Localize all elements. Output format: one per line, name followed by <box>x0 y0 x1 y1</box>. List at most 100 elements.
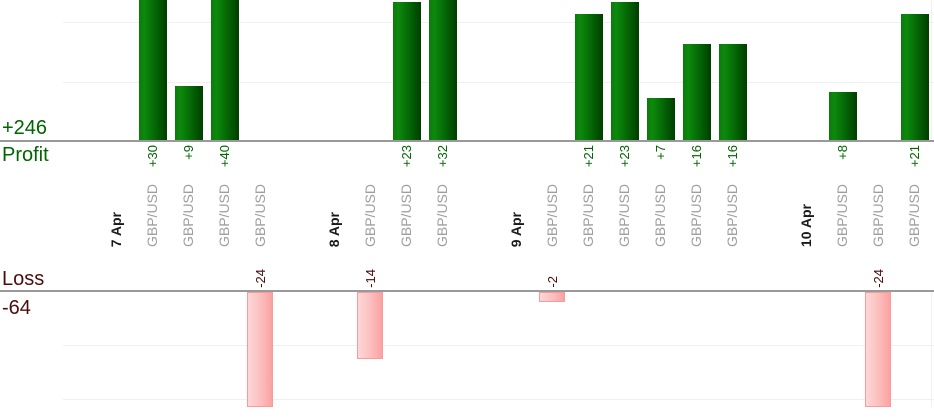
symbol-label: GBP/USD <box>834 183 851 247</box>
date-label-box: 10 Apr <box>789 184 825 247</box>
profit-bar <box>719 44 747 140</box>
profit-gridline-10 <box>63 82 934 83</box>
symbol-label: GBP/USD <box>544 183 561 247</box>
date-label: 9 Apr <box>508 211 525 247</box>
symbol-label-box: GBP/USD <box>861 184 897 247</box>
date-label-box: 8 Apr <box>317 184 353 247</box>
trade-column: +32 GBP/USD <box>425 0 461 420</box>
trade-column: -2 GBP/USD <box>535 0 571 420</box>
profit-bar <box>393 2 421 140</box>
symbol-label: GBP/USD <box>216 183 233 247</box>
date-column: 7 Apr <box>99 0 135 420</box>
profit-bar <box>901 14 929 140</box>
trade-column: -14 GBP/USD <box>353 0 389 420</box>
loss-gridline-10 <box>63 345 934 346</box>
profit-value-label: +16 <box>724 145 740 168</box>
loss-bar <box>357 292 383 359</box>
symbol-label-box: GBP/USD <box>897 184 933 247</box>
symbol-label: GBP/USD <box>398 183 415 247</box>
symbol-label-box: GBP/USD <box>425 184 461 247</box>
profit-value-label: +9 <box>180 145 196 160</box>
profit-gridline-20 <box>63 22 934 23</box>
symbol-label-box: GBP/USD <box>607 184 643 247</box>
symbol-label-box: GBP/USD <box>207 184 243 247</box>
profit-bar <box>611 2 639 140</box>
symbol-label-box: GBP/USD <box>243 184 279 247</box>
trade-column: +30 GBP/USD <box>135 0 171 420</box>
symbol-label: GBP/USD <box>252 183 269 247</box>
symbol-label: GBP/USD <box>870 183 887 247</box>
plot-right-border-top <box>931 0 932 142</box>
profit-value-label: +23 <box>616 145 632 168</box>
profit-value-label: +21 <box>906 145 922 168</box>
trade-column: +21 GBP/USD <box>571 0 607 420</box>
profit-bar <box>175 86 203 140</box>
profit-value-label: +8 <box>834 145 850 160</box>
loss-axis-line <box>0 290 934 292</box>
loss-gridline-20 <box>63 399 934 400</box>
date-column: 9 Apr <box>499 0 535 420</box>
profit-bar <box>829 92 857 140</box>
trade-column: +9 GBP/USD <box>171 0 207 420</box>
date-label: 8 Apr <box>326 211 343 247</box>
loss-bar <box>247 292 273 407</box>
date-label: 10 Apr <box>798 203 815 247</box>
plot-right-border-bottom <box>931 292 932 407</box>
symbol-label-box: GBP/USD <box>353 184 389 247</box>
profit-bar <box>429 0 457 140</box>
trade-column: +23 GBP/USD <box>607 0 643 420</box>
date-label-box: 9 Apr <box>499 184 535 247</box>
trade-column: +16 GBP/USD <box>679 0 715 420</box>
symbol-label-box: GBP/USD <box>389 184 425 247</box>
date-column: 10 Apr <box>789 0 825 420</box>
date-label: 7 Apr <box>108 211 125 247</box>
profit-total: +246 <box>2 117 48 139</box>
loss-value-label: -24 <box>252 269 268 288</box>
symbol-label-box: GBP/USD <box>679 184 715 247</box>
symbol-label: GBP/USD <box>616 183 633 247</box>
loss-value-label: -24 <box>870 269 886 288</box>
profit-bar <box>683 44 711 140</box>
trade-column: +16 GBP/USD <box>715 0 751 420</box>
loss-value-label: -14 <box>362 269 378 288</box>
trade-column: -24 GBP/USD <box>861 0 897 420</box>
symbol-label-box: GBP/USD <box>643 184 679 247</box>
profit-bar <box>211 0 239 140</box>
date-group: 9 Apr -2 GBP/USD +21 GBP/USD +23 GBP/USD +7 GBP/… <box>499 0 751 420</box>
profit-axis-line <box>0 140 934 142</box>
trade-column: +21 GBP/USD <box>897 0 933 420</box>
symbol-label-box: GBP/USD <box>171 184 207 247</box>
profit-bar <box>139 0 167 140</box>
trade-column: +8 GBP/USD <box>825 0 861 420</box>
symbol-label-box: GBP/USD <box>825 184 861 247</box>
loss-value-label: -2 <box>544 276 560 288</box>
profit-value-label: +21 <box>580 145 596 168</box>
symbol-label-box: GBP/USD <box>535 184 571 247</box>
symbol-label-box: GBP/USD <box>135 184 171 247</box>
profit-value-label: +30 <box>144 145 160 168</box>
profit-bar <box>647 98 675 140</box>
symbol-label: GBP/USD <box>180 183 197 247</box>
symbol-label: GBP/USD <box>906 183 923 247</box>
symbol-label: GBP/USD <box>362 183 379 247</box>
symbol-label: GBP/USD <box>688 183 705 247</box>
profit-value-label: +16 <box>688 145 704 168</box>
symbol-label: GBP/USD <box>434 183 451 247</box>
profit-bar <box>575 14 603 140</box>
symbol-label: GBP/USD <box>724 183 741 247</box>
symbol-label-box: GBP/USD <box>715 184 751 247</box>
symbol-label: GBP/USD <box>652 183 669 247</box>
loss-axis-label: Loss <box>2 268 45 290</box>
date-group: 7 Apr +30 GBP/USD +9 GBP/USD +40 GBP/USD -24 GBP… <box>99 0 279 420</box>
bar-columns: 7 Apr +30 GBP/USD +9 GBP/USD +40 GBP/USD -24 GBP… <box>99 0 933 420</box>
date-label-box: 7 Apr <box>99 184 135 247</box>
loss-total: -64 <box>2 297 31 319</box>
symbol-label-box: GBP/USD <box>571 184 607 247</box>
date-group: 10 Apr +8 GBP/USD -24 GBP/USD +21 GBP/USD <box>789 0 933 420</box>
profit-value-label: +40 <box>216 145 232 168</box>
trade-column: +40 GBP/USD <box>207 0 243 420</box>
date-column: 8 Apr <box>317 0 353 420</box>
symbol-label: GBP/USD <box>580 183 597 247</box>
profit-axis-label: Profit <box>2 144 49 166</box>
